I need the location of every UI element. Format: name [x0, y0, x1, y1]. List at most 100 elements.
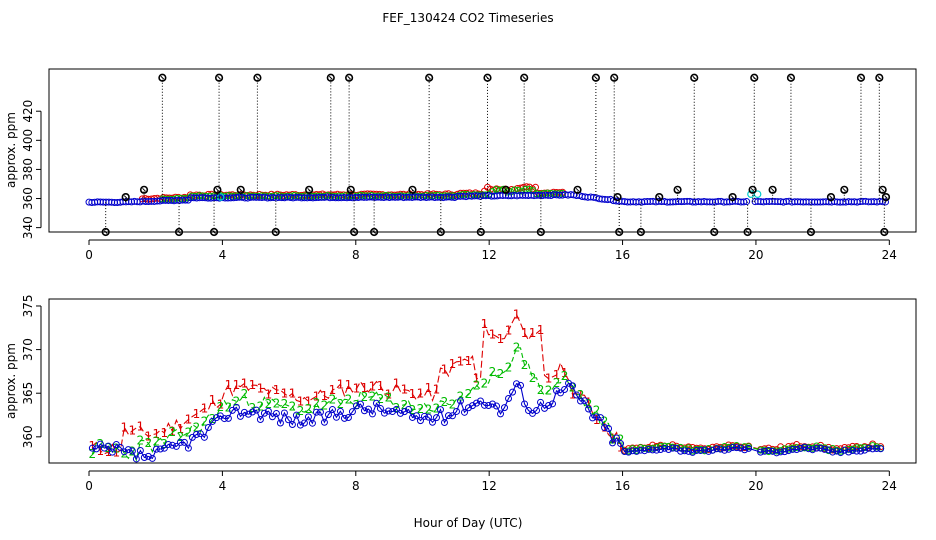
top-green-point [492, 185, 500, 193]
series-3-point [681, 447, 689, 455]
series-2-marker: 2 [193, 420, 201, 434]
series-3-point [865, 444, 873, 452]
series-3-point [765, 447, 773, 455]
top-black-point-mark [752, 75, 757, 80]
top-black-point-mark [675, 187, 680, 192]
series-1-marker: 1 [129, 424, 137, 438]
series-3-point [777, 448, 785, 456]
series-3-point [809, 446, 817, 454]
top-y-tick-label: 340 [21, 216, 35, 239]
series-3-point [396, 409, 404, 417]
series-3-point [833, 447, 841, 455]
bottom-y-tick-label: 360 [21, 425, 35, 448]
series-2-marker: 2 [529, 371, 537, 385]
series-2-marker: 2 [241, 387, 249, 401]
top-black-point-mark [842, 187, 847, 192]
series-2-marker: 2 [105, 441, 113, 455]
series-1-marker: 1 [353, 382, 361, 396]
series-1-marker: 1 [409, 387, 417, 401]
series-1-marker: 1 [361, 381, 369, 395]
series-3-point [589, 414, 597, 422]
series-1-marker: 1 [569, 387, 577, 401]
series-2-marker: 2 [313, 396, 321, 410]
series-3-point [877, 445, 885, 453]
series-2-marker: 2 [577, 388, 585, 402]
series-2-marker: 2 [481, 377, 489, 391]
series-3-point [100, 444, 108, 452]
series-3-point [801, 443, 809, 451]
series-3-point [296, 421, 304, 429]
series-3-point [617, 440, 625, 448]
series-1-marker: 1 [425, 381, 433, 395]
series-3-point [573, 391, 581, 399]
series-1-marker: 1 [513, 307, 521, 321]
series-3-point [136, 446, 144, 454]
top-black-point [346, 185, 355, 194]
series-3-point [641, 447, 649, 455]
series-3-point [757, 448, 765, 456]
series-3-point [853, 447, 861, 455]
series-3-point [260, 409, 268, 417]
series-3-point [164, 440, 172, 448]
series-3-point [156, 445, 164, 453]
series-1-marker: 1 [441, 362, 449, 376]
series-3-point [140, 453, 148, 461]
series-3-point [476, 397, 484, 405]
top-black-point-mark [829, 195, 833, 199]
series-3-point [204, 423, 212, 431]
top-green-point [239, 193, 247, 201]
series-3-point [408, 413, 416, 421]
series-2-marker: 2 [465, 387, 473, 401]
series-1-marker: 1 [465, 354, 473, 368]
series-3-point [545, 401, 553, 409]
top-y-axis-label: approx. ppm [4, 112, 18, 188]
series-3-point [561, 385, 569, 393]
top-black-point-mark [503, 187, 508, 192]
series-3-point [320, 418, 328, 426]
series-1-line [91, 313, 881, 455]
series-2-marker: 2 [225, 401, 233, 415]
top-blue-point [740, 198, 748, 206]
bottom-data-layer: 1 1 1 11 1 11 1 1 1 11 1 11 11 1 1 1 1 1 1 1 11 1 1 1 1 1 1 1 1 1 111 1… [89, 307, 885, 463]
series-2-marker: 2 [329, 393, 337, 407]
series-1-marker: 1 [537, 323, 545, 337]
series-3-point [380, 409, 388, 417]
series-2-marker: 2 [217, 400, 225, 414]
series-3-point [448, 412, 456, 420]
top-black-point-mark [123, 195, 128, 199]
top-blue-point [181, 196, 189, 204]
series-2-marker: 2 [321, 399, 329, 413]
series-2-marker: 2 [417, 402, 425, 416]
series-3-point [116, 443, 124, 451]
top-black-point [750, 73, 759, 82]
series-2-marker: 2 [265, 397, 273, 411]
series-3-point [653, 446, 661, 454]
series-3-point [424, 413, 432, 421]
series-3-point [368, 410, 376, 418]
series-1-point [777, 443, 785, 451]
series-2-marker: 2 [545, 384, 553, 398]
series-1-marker: 1 [265, 387, 273, 401]
series-3-point [745, 444, 753, 452]
series-3-point [128, 447, 136, 455]
bottom-x-tick-label: 24 [882, 479, 897, 493]
series-1-marker: 1 [297, 395, 305, 409]
series-2-marker: 2 [153, 435, 161, 449]
series-3-point [332, 413, 340, 421]
top-black-point-mark [750, 187, 755, 192]
series-1-marker: 1 [473, 372, 481, 386]
top-black-point [408, 185, 417, 194]
series-1-marker: 1 [401, 383, 409, 397]
series-2-marker: 2 [457, 389, 465, 403]
series-3-point [148, 454, 156, 462]
series-1-marker: 1 [417, 387, 425, 401]
top-blue-point [743, 198, 751, 206]
top-green-point [191, 192, 199, 200]
series-3-point [869, 445, 877, 453]
series-3-point [797, 444, 805, 452]
series-3-point [340, 414, 348, 422]
top-black-point [826, 192, 836, 202]
top-black-point-mark [348, 187, 353, 192]
top-green-point [279, 193, 287, 201]
series-3-point [861, 446, 869, 454]
